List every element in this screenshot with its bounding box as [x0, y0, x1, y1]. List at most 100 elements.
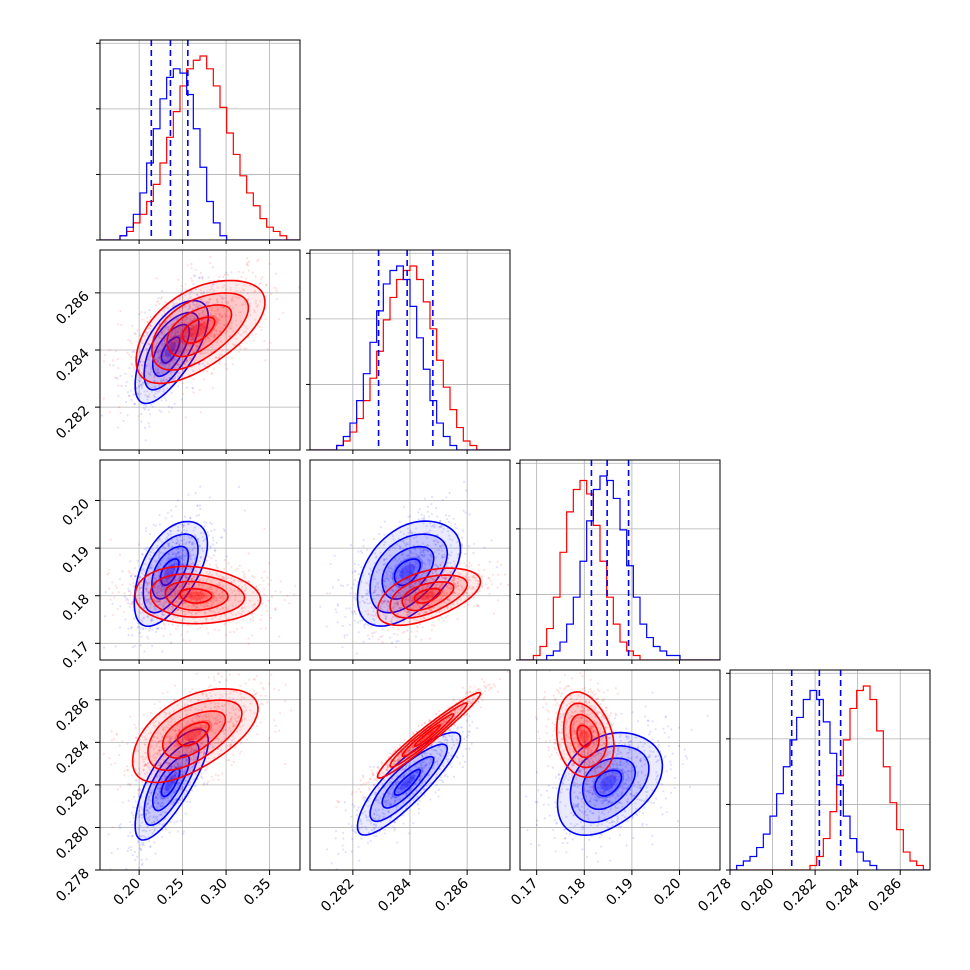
sample-point-blue	[104, 591, 107, 594]
sample-point-red	[385, 625, 388, 628]
sample-point-red	[122, 610, 125, 613]
sample-point-blue	[157, 297, 160, 300]
sample-point-red	[394, 646, 398, 649]
sample-point-red	[229, 631, 232, 634]
sample-point-blue	[215, 541, 218, 544]
sample-point-red	[152, 555, 155, 558]
sample-point-red	[215, 565, 218, 568]
sample-point-red	[382, 588, 385, 591]
sample-point-blue	[124, 372, 127, 375]
sample-point-blue	[207, 276, 210, 279]
sample-point-blue	[124, 384, 127, 387]
sample-point-blue	[149, 355, 152, 358]
sample-point-red	[207, 632, 210, 635]
sample-point-red	[259, 627, 262, 630]
sample-point-blue	[140, 412, 143, 416]
sample-point-blue	[172, 335, 175, 338]
sample-point-red	[289, 246, 291, 248]
sample-point-blue	[173, 821, 176, 824]
sample-point-red	[433, 564, 436, 567]
sample-point-red	[192, 391, 195, 394]
sample-point-red	[177, 278, 180, 281]
sample-point-red	[377, 593, 380, 596]
sample-point-red	[468, 561, 471, 565]
sample-point-blue	[142, 407, 145, 410]
sample-point-blue	[184, 305, 187, 308]
sample-point-red	[191, 279, 194, 282]
sample-point-blue	[158, 523, 161, 526]
sample-point-blue	[420, 513, 423, 516]
sample-point-blue	[146, 334, 149, 337]
sample-point-red	[143, 616, 146, 619]
sample-point-red	[192, 377, 195, 381]
sample-point-blue	[205, 782, 209, 786]
sample-point-blue	[353, 619, 357, 622]
sample-point-red	[475, 604, 478, 607]
sample-point-blue	[207, 534, 210, 537]
sample-point-red	[108, 364, 112, 367]
sample-point-blue	[383, 533, 386, 536]
sample-point-red	[273, 286, 276, 289]
sample-point-red	[439, 563, 442, 566]
sample-point-red	[247, 642, 250, 645]
sample-point-blue	[465, 489, 468, 492]
sample-point-red	[197, 563, 200, 567]
sample-point-red	[467, 565, 470, 568]
sample-point-red	[263, 340, 266, 343]
sample-point-red	[385, 584, 388, 587]
sample-point-blue	[122, 419, 125, 423]
sample-point-red	[127, 338, 130, 341]
sample-point-red	[267, 562, 271, 565]
sample-point-blue	[143, 650, 146, 653]
sample-point-red	[488, 592, 491, 595]
sample-point-blue	[467, 544, 470, 548]
sample-point-red	[381, 634, 384, 638]
sample-point-blue	[393, 632, 396, 635]
sample-point-blue	[119, 605, 122, 608]
sample-point-red	[224, 363, 227, 366]
sample-point-blue	[171, 347, 174, 350]
sample-point-red	[263, 593, 266, 596]
sample-point-red	[148, 393, 151, 396]
sample-point-blue	[183, 515, 187, 518]
sample-point-red	[402, 631, 405, 634]
sample-point-blue	[212, 554, 215, 557]
sample-point-red	[275, 297, 278, 300]
sample-point-red	[282, 311, 285, 315]
sample-point-red	[260, 277, 263, 281]
sample-point-red	[169, 386, 172, 389]
sample-point-red	[114, 376, 117, 379]
sample-point-blue	[146, 546, 149, 549]
sample-point-red	[136, 392, 139, 395]
sample-point-blue	[136, 855, 139, 858]
sample-point-red	[184, 416, 187, 419]
sample-point-blue	[354, 612, 357, 615]
sample-point-blue	[362, 545, 365, 548]
sample-point-blue	[149, 315, 152, 319]
sample-point-red	[117, 357, 120, 361]
sample-point-red	[137, 415, 140, 418]
sample-point-red	[175, 627, 178, 631]
sample-point-blue	[355, 652, 358, 655]
sample-point-red	[162, 635, 165, 638]
sample-point-red	[180, 552, 183, 555]
sample-point-red	[371, 635, 374, 638]
sample-point-red	[463, 605, 466, 609]
sample-point-blue	[455, 527, 458, 530]
sample-point-red	[353, 610, 356, 613]
sample-point-blue	[351, 612, 354, 615]
sample-point-red	[189, 555, 192, 558]
sample-point-red	[157, 551, 160, 554]
sample-point-red	[253, 576, 256, 579]
sample-point-blue	[147, 408, 150, 411]
sample-point-blue	[199, 507, 202, 511]
sample-point-red	[264, 359, 267, 362]
sample-point-blue	[170, 392, 173, 395]
sample-point-blue	[216, 308, 219, 311]
sample-point-blue	[133, 850, 137, 854]
sample-point-blue	[134, 567, 137, 570]
sample-point-red	[202, 564, 206, 567]
sample-point-blue	[164, 517, 167, 520]
sample-point-blue	[176, 330, 179, 334]
